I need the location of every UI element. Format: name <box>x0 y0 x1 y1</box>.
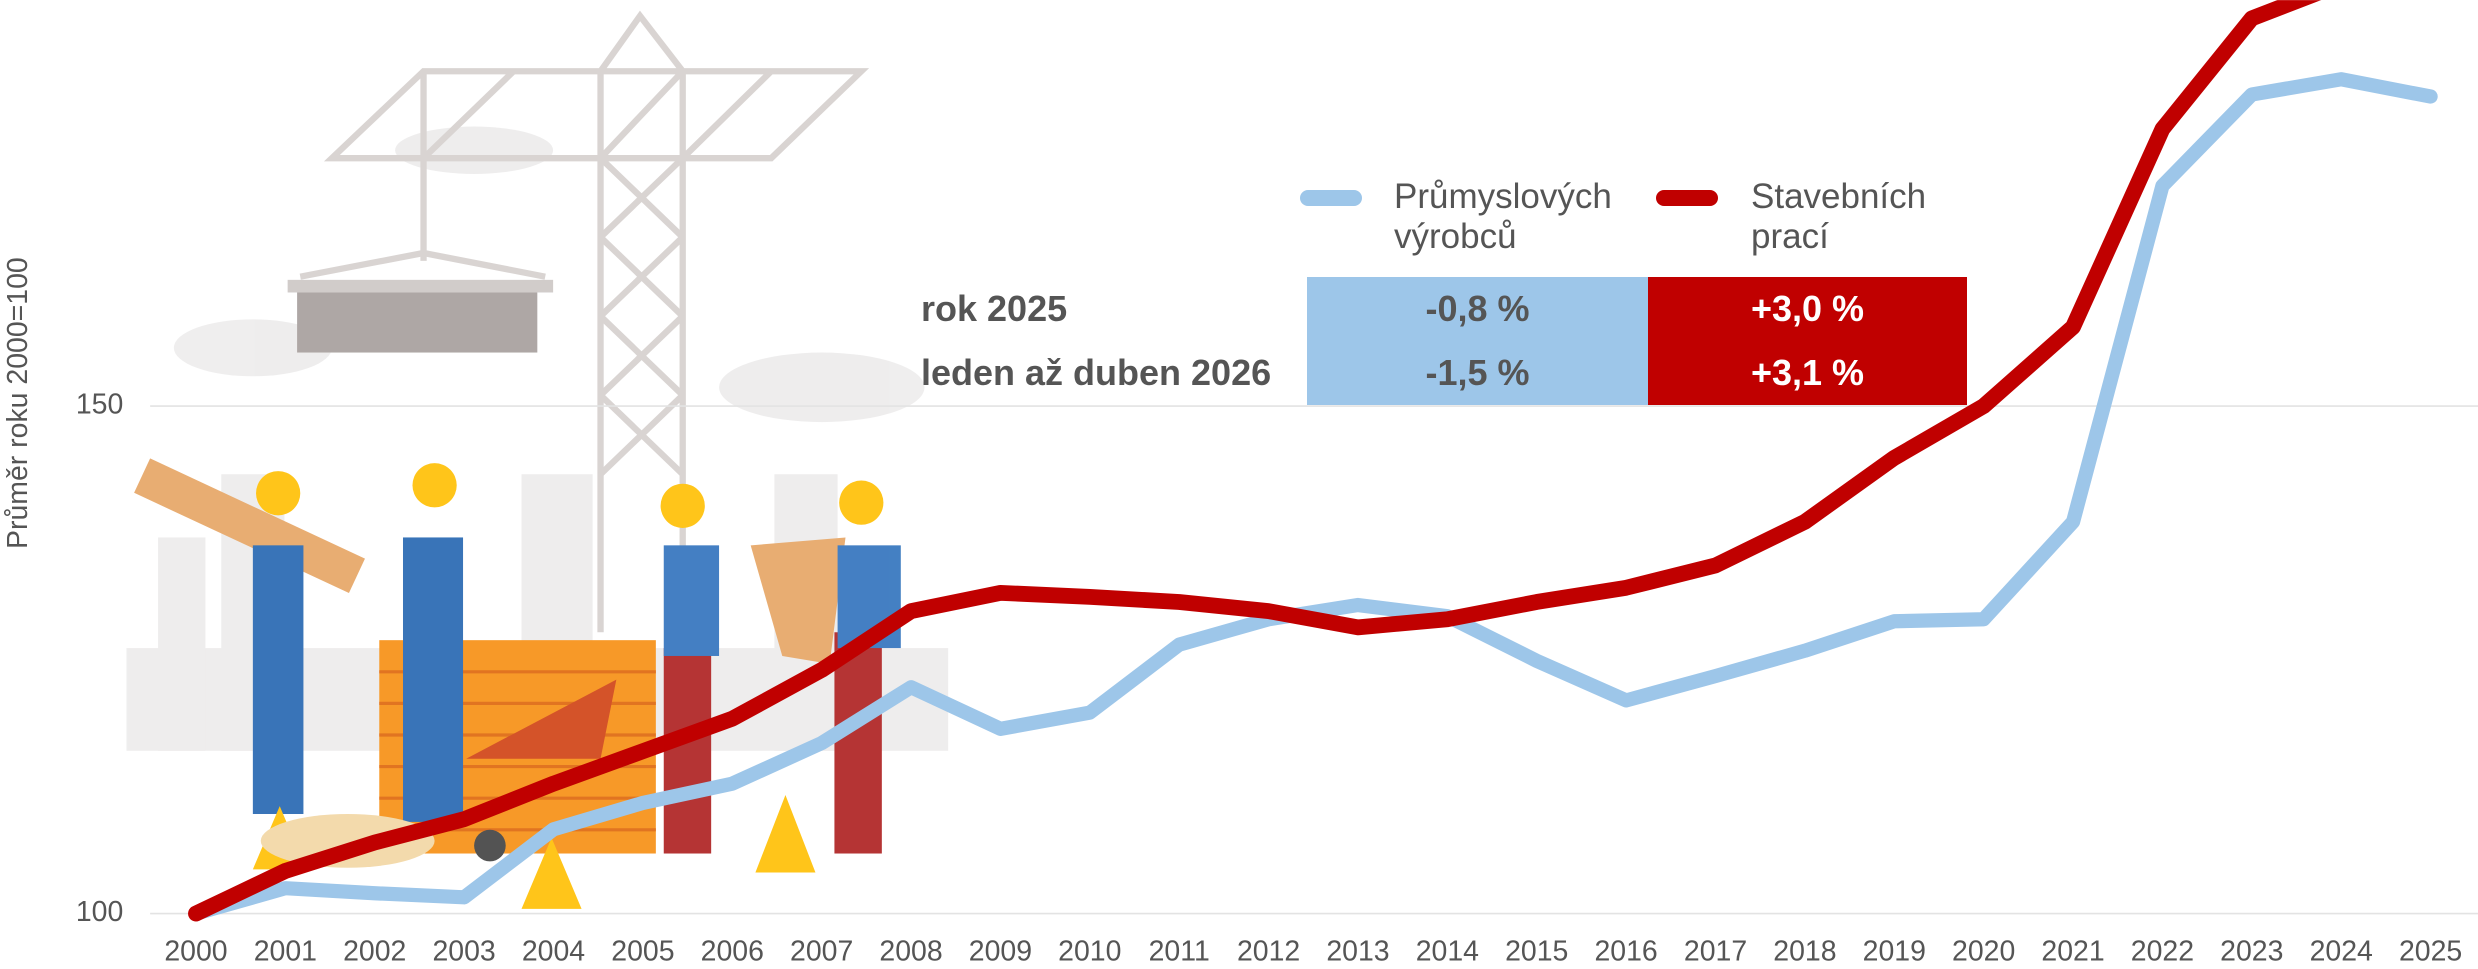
x-tick-label: 2007 <box>790 936 853 968</box>
x-tick-label: 2009 <box>969 936 1032 968</box>
x-tick-label: 2020 <box>1952 936 2015 968</box>
y-tick-label: 150 <box>76 389 123 421</box>
legend-swatch <box>1656 190 1718 206</box>
x-tick-label: 2001 <box>254 936 317 968</box>
x-tick-label: 2013 <box>1326 936 1389 968</box>
table-cell: -1,5 % <box>1307 341 1648 405</box>
y-axis-title: Průměr roku 2000=100 <box>2 257 34 549</box>
series-line <box>188 0 2322 922</box>
table-row-label: leden až duben 2026 <box>921 352 1272 393</box>
x-tick-label: 2021 <box>2041 936 2104 968</box>
x-tick-label: 2022 <box>2131 936 2194 968</box>
legend-label: Průmyslových výrobců <box>1394 177 1612 256</box>
x-tick-label: 2014 <box>1416 936 1479 968</box>
legend-swatch <box>1300 190 1362 206</box>
x-tick-label: 2004 <box>522 936 585 968</box>
x-tick-label: 2005 <box>611 936 674 968</box>
x-tick-label: 2018 <box>1773 936 1836 968</box>
x-tick-label: 2017 <box>1684 936 1747 968</box>
x-tick-label: 2025 <box>2399 936 2462 968</box>
table-cell: +3,0 % <box>1648 277 1967 341</box>
x-tick-label: 2008 <box>879 936 942 968</box>
y-tick-label: 100 <box>76 896 123 928</box>
table-cell: +3,1 % <box>1648 341 1967 405</box>
table-cell: -0,8 % <box>1307 277 1648 341</box>
illustration <box>126 10 949 909</box>
table-row-label: rok 2025 <box>921 288 1068 329</box>
x-tick-label: 2019 <box>1863 936 1926 968</box>
x-tick-label: 2003 <box>432 936 495 968</box>
legend-label: Stavebních prací <box>1751 177 1927 256</box>
x-tick-label: 2012 <box>1237 936 1300 968</box>
x-tick-label: 2023 <box>2220 936 2283 968</box>
x-tick-label: 2015 <box>1505 936 1568 968</box>
x-tick-label: 2016 <box>1594 936 1657 968</box>
x-tick-label: 2002 <box>343 936 406 968</box>
x-tick-label: 2006 <box>701 936 764 968</box>
x-tick-label: 2024 <box>2310 936 2373 968</box>
x-tick-label: 2000 <box>164 936 227 968</box>
x-tick-label: 2011 <box>1149 936 1210 968</box>
x-tick-label: 2010 <box>1058 936 1121 968</box>
